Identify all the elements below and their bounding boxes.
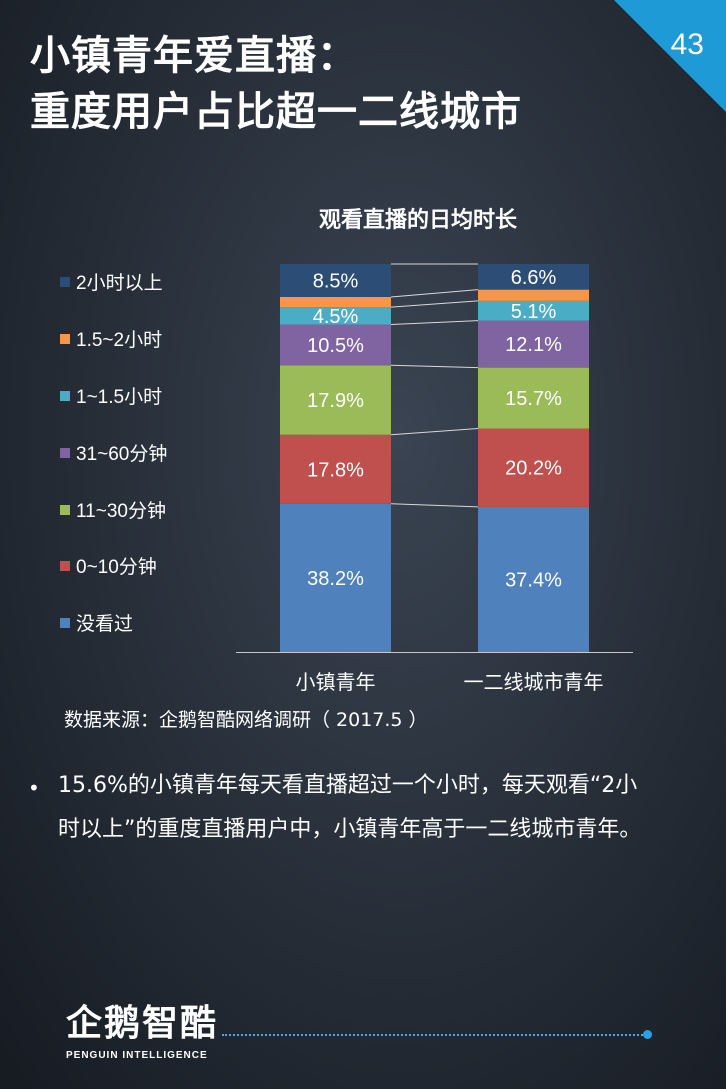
legend-item: 没看过 <box>60 609 133 636</box>
legend-swatch <box>60 617 70 628</box>
bar-segment <box>478 428 589 507</box>
page-title-line-2: 重度用户占比超一二线城市 <box>30 89 522 135</box>
bar-segment <box>280 503 391 652</box>
data-source: 数据来源：企鹅智酷网络调研（ 2017.5 ） <box>64 709 428 731</box>
legend-swatch <box>60 390 70 401</box>
bullet-text: 15.6%的小镇青年每天看直播超过一个小时，每天观看“2小时以上”的重度直播用户… <box>58 773 642 842</box>
legend-swatch <box>60 504 70 515</box>
legend-item: 0~10分钟 <box>60 552 157 579</box>
bar-segment <box>478 300 589 321</box>
bar-segment <box>280 307 391 325</box>
bar-segment <box>280 324 391 366</box>
legend-swatch <box>60 333 70 344</box>
legend-label: 1~1.5小时 <box>76 387 163 408</box>
data-label: 20.2% <box>505 458 562 480</box>
series-connector-line <box>390 289 479 298</box>
series-connector-line <box>390 428 479 436</box>
chart-title: 观看直播的日均时长 <box>318 208 517 233</box>
data-label: 17.9% <box>307 390 364 412</box>
legend-swatch <box>60 276 70 287</box>
bullet-marker: • <box>28 776 40 800</box>
legend-item: 11~30分钟 <box>60 496 166 523</box>
bar-segment <box>280 264 391 297</box>
series-connector-line <box>390 503 479 508</box>
legend-swatch <box>60 447 70 458</box>
bar-segment <box>478 264 589 290</box>
data-label: 8.5% <box>313 270 359 292</box>
logo-name-cn: 企鹅智酷 <box>66 1003 219 1044</box>
bar-segment <box>478 506 589 652</box>
data-label: 12.1% <box>505 334 562 356</box>
bar-segment <box>478 320 589 368</box>
page-corner-triangle <box>614 0 726 112</box>
legend-label: 1.5~2小时 <box>76 330 163 351</box>
data-label: 37.4% <box>505 569 562 591</box>
legend-item: 1~1.5小时 <box>60 382 162 409</box>
bar-segment <box>478 367 589 429</box>
page-number: 43 <box>670 28 704 61</box>
legend-label: 2小时以上 <box>76 273 163 294</box>
page-title-line-1: 小镇青年爱直播： <box>30 33 358 79</box>
bar-segment <box>280 296 391 308</box>
data-label: 4.5% <box>313 306 359 328</box>
data-label: 17.8% <box>307 459 364 481</box>
bar-segment <box>280 365 391 435</box>
x-tick-label: 小镇青年 <box>296 670 376 694</box>
bar-segment <box>280 434 391 504</box>
data-label: 5.1% <box>511 301 557 323</box>
series-connector-line <box>390 300 479 308</box>
legend-item: 1.5~2小时 <box>60 325 162 352</box>
footer-dotted-line <box>222 1034 646 1036</box>
stacked-bar-chart: 38.2% 17.8% 17.9% 10.5% 4.5% 8.5% 小镇青年 37.4% 20.… <box>236 263 633 694</box>
logo-name-en: PENGUIN INTELLIGENCE <box>66 1050 208 1061</box>
legend-label: 没看过 <box>76 614 134 635</box>
data-label: 10.5% <box>307 335 364 357</box>
legend-label: 0~10分钟 <box>76 557 157 578</box>
series-connector-line <box>390 364 479 369</box>
footer-dot <box>643 1030 652 1039</box>
data-label: 15.7% <box>505 388 562 410</box>
series-connector-line <box>390 320 479 326</box>
legend-item: 31~60分钟 <box>60 439 167 466</box>
data-label: 6.6% <box>511 267 557 289</box>
data-label: 38.2% <box>307 568 364 590</box>
legend-label: 31~60分钟 <box>76 444 168 465</box>
legend-item: 2小时以上 <box>60 268 163 295</box>
brand-logo: 企鹅智酷 PENGUIN INTELLIGENCE <box>66 1003 219 1062</box>
legend-swatch <box>60 560 70 571</box>
x-tick-label: 一二线城市青年 <box>464 670 604 694</box>
bar-segment <box>478 289 589 301</box>
legend-label: 11~30分钟 <box>76 501 166 522</box>
